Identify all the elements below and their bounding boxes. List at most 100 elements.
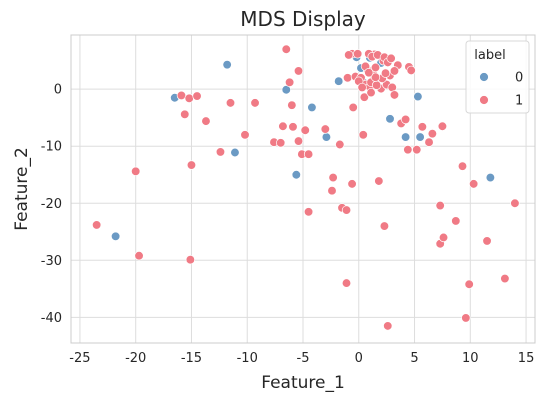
point-label-1 — [389, 90, 400, 100]
point-label-0 — [334, 76, 344, 86]
point-label-1 — [438, 232, 449, 243]
point-label-1 — [437, 121, 448, 131]
point-label-1 — [293, 66, 304, 76]
point-label-1 — [461, 313, 471, 323]
point-label-1 — [380, 68, 391, 78]
point-label-1 — [335, 139, 345, 150]
point-label-1 — [278, 121, 288, 131]
x-tick-label: -25 — [69, 351, 90, 366]
point-label-1 — [403, 144, 413, 155]
point-label-1 — [379, 221, 390, 231]
point-label-0 — [307, 102, 317, 113]
legend-box — [465, 40, 530, 114]
x-tick-label: -10 — [237, 351, 258, 366]
point-label-1 — [327, 186, 337, 196]
point-label-1 — [457, 161, 468, 171]
y-tick-label: 0 — [54, 83, 62, 98]
point-label-1 — [374, 176, 384, 186]
point-label-1 — [303, 207, 314, 217]
legend-marker-0 — [479, 72, 489, 82]
x-tick-label: 0 — [355, 351, 363, 366]
point-label-1 — [284, 77, 295, 87]
point-label-1 — [482, 236, 492, 246]
point-label-1 — [389, 66, 400, 76]
data-points — [92, 44, 520, 331]
legend-title: label — [474, 48, 505, 63]
point-label-1 — [185, 255, 195, 265]
y-tick-label: -30 — [41, 254, 62, 269]
point-label-1 — [250, 98, 260, 108]
point-label-1 — [184, 93, 194, 103]
point-label-1 — [400, 114, 411, 125]
x-tick-label: 15 — [518, 351, 535, 366]
point-label-1 — [424, 137, 434, 147]
point-label-1 — [192, 91, 202, 101]
point-label-1 — [359, 92, 369, 102]
point-label-0 — [415, 132, 425, 142]
y-tick-label: -20 — [41, 197, 62, 212]
point-label-0 — [385, 114, 395, 124]
y-tick-label: -10 — [41, 140, 62, 155]
point-label-1 — [406, 65, 416, 76]
point-label-1 — [469, 179, 479, 189]
legend-label-0: 0 — [515, 71, 523, 86]
point-label-1 — [240, 130, 250, 140]
point-label-1 — [201, 116, 211, 126]
point-label-0 — [291, 170, 301, 180]
point-label-1 — [510, 198, 520, 208]
point-label-1 — [353, 49, 363, 59]
point-label-1 — [347, 179, 357, 189]
point-label-1 — [276, 138, 286, 148]
x-tick-label: -5 — [297, 351, 310, 366]
point-label-1 — [300, 125, 310, 135]
chart-title: MDS Display — [240, 7, 366, 31]
point-label-1 — [464, 279, 474, 289]
point-label-1 — [215, 147, 226, 157]
point-label-1 — [341, 278, 352, 288]
point-label-1 — [344, 50, 354, 60]
point-label-1 — [341, 205, 352, 215]
point-label-1 — [364, 67, 374, 78]
x-tick-label: -20 — [125, 351, 146, 366]
point-label-1 — [357, 82, 367, 93]
point-label-1 — [281, 44, 291, 54]
point-label-1 — [386, 53, 396, 64]
point-label-1 — [176, 90, 187, 101]
point-label-1 — [92, 220, 102, 230]
legend-label-1: 1 — [515, 94, 523, 109]
point-label-1 — [320, 124, 330, 134]
point-label-1 — [287, 100, 297, 110]
y-tick-labels: 0 -10 -20 -30 -40 — [41, 83, 62, 326]
point-label-1 — [435, 200, 445, 211]
point-label-1 — [412, 144, 422, 155]
point-label-1 — [134, 251, 144, 261]
point-label-0 — [400, 132, 411, 142]
point-label-1 — [383, 321, 393, 331]
point-label-1 — [225, 98, 236, 108]
point-label-1 — [131, 166, 141, 176]
legend-marker-1 — [479, 95, 489, 105]
x-tick-label: 5 — [410, 351, 418, 366]
point-label-1 — [348, 102, 358, 113]
y-axis-title: Feature_2 — [12, 147, 32, 231]
point-label-1 — [451, 216, 461, 226]
point-label-0 — [110, 231, 121, 241]
point-label-1 — [342, 73, 353, 83]
point-label-1 — [328, 172, 338, 183]
x-tick-labels: -25 -20 -15 -10 -5 0 5 10 15 — [69, 351, 534, 366]
point-label-1 — [358, 130, 368, 140]
point-label-0 — [485, 172, 496, 183]
plot-frame — [70, 34, 536, 344]
x-tick-label: 10 — [462, 351, 479, 366]
point-label-1 — [370, 72, 381, 82]
point-label-1 — [366, 87, 376, 98]
point-label-0 — [230, 147, 240, 158]
point-label-1 — [180, 109, 190, 119]
point-label-1 — [370, 62, 381, 73]
point-label-1 — [293, 136, 304, 146]
y-tick-label: -40 — [41, 311, 62, 326]
point-label-0 — [321, 132, 332, 142]
x-axis-title: Feature_1 — [261, 373, 345, 393]
